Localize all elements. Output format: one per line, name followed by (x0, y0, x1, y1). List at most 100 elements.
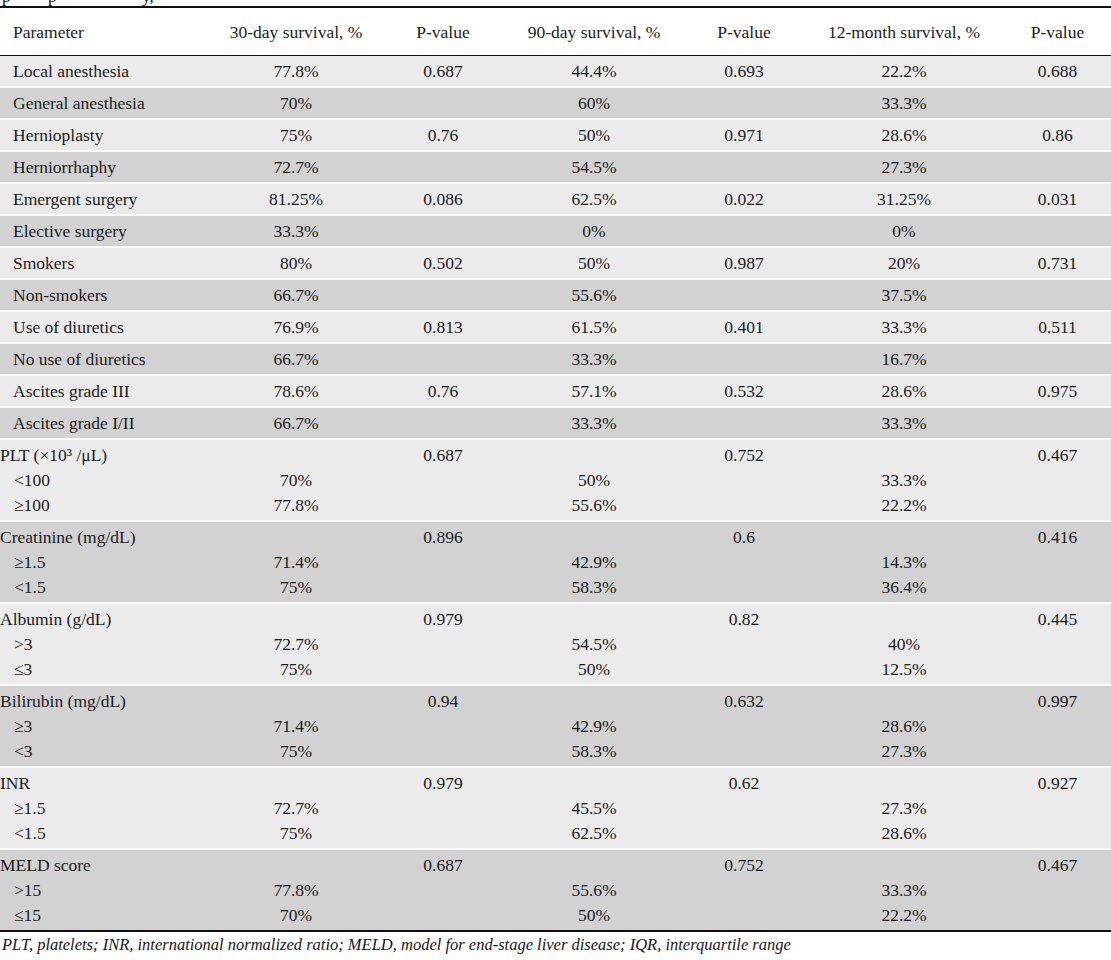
cell-line: 0.927 (1004, 771, 1111, 796)
table-row: No use of diuretics66.7% 33.3% 16.7% (0, 343, 1111, 375)
cell-line: 42.9% (504, 550, 684, 575)
cell-line: 0.62 (684, 771, 804, 796)
survival-cell: 66.7% (210, 279, 382, 311)
survival-cell: 42.9%58.3% (504, 685, 684, 767)
parameter-cell: Local anesthesia (0, 56, 210, 88)
survival-cell: 28.6% (804, 119, 1004, 151)
cell-line: 0.896 (382, 525, 504, 550)
cell-line: ≥1.5 (0, 796, 210, 821)
survival-cell: 78.6% (210, 375, 382, 407)
survival-cell: 27.3%28.6% (804, 767, 1004, 849)
cell-line: 0.632 (684, 689, 804, 714)
cell-line: 50% (504, 468, 684, 493)
cell-line (804, 853, 1004, 878)
cell-line: 40% (804, 632, 1004, 657)
pvalue-cell: 0.76 (382, 375, 504, 407)
cell-line: 0.445 (1004, 607, 1111, 632)
cell-line: 55.6% (504, 878, 684, 903)
cell-line (804, 443, 1004, 468)
parameter-cell: Herniorrhaphy (0, 151, 210, 183)
cell-line (1004, 714, 1111, 739)
survival-cell: 70%77.8% (210, 439, 382, 521)
cell-line: ≥3 (0, 714, 210, 739)
cell-line: 72.7% (210, 632, 382, 657)
cell-line (684, 493, 804, 518)
cell-line: 75% (210, 821, 382, 846)
pvalue-cell: 0.687 (382, 439, 504, 521)
cell-line (684, 468, 804, 493)
survival-cell: 66.7% (210, 407, 382, 439)
cell-line: 33.3% (804, 468, 1004, 493)
pvalue-cell: 0.971 (684, 119, 804, 151)
cell-line (382, 903, 504, 928)
survival-cell: 0% (504, 215, 684, 247)
cell-line: ≤15 (0, 903, 210, 928)
cell-line: 55.6% (504, 493, 684, 518)
cell-line (684, 796, 804, 821)
survival-cell: 37.5% (804, 279, 1004, 311)
pvalue-cell: 0.752 (684, 849, 804, 931)
parameter-cell: PLT (×10³ /μL)<100≥100 (0, 439, 210, 521)
pvalue-cell: 0.975 (1004, 375, 1111, 407)
cell-line: 0.979 (382, 607, 504, 632)
survival-cell: 60% (504, 87, 684, 119)
pvalue-cell (382, 343, 504, 375)
pvalue-cell (1004, 87, 1111, 119)
cell-line: <3 (0, 739, 210, 764)
pvalue-cell: 0.532 (684, 375, 804, 407)
cell-line: 12.5% (804, 657, 1004, 682)
cell-line: MELD score (0, 853, 210, 878)
pvalue-cell: 0.979 (382, 603, 504, 685)
pvalue-cell (382, 407, 504, 439)
pvalue-cell: 0.987 (684, 247, 804, 279)
table-row: INR≥1.5<1.5 72.7%75%0.979 45.5%62.5%0.62… (0, 767, 1111, 849)
survival-cell: 0% (804, 215, 1004, 247)
cell-line: 0.94 (382, 689, 504, 714)
pvalue-cell: 0.62 (684, 767, 804, 849)
survival-cell: 28.6% (804, 375, 1004, 407)
pvalue-cell (1004, 215, 1111, 247)
pvalue-cell (684, 407, 804, 439)
cell-line (1004, 903, 1111, 928)
cell-line (1004, 493, 1111, 518)
cell-line: 0.82 (684, 607, 804, 632)
cell-line: 50% (504, 903, 684, 928)
pvalue-cell (382, 87, 504, 119)
survival-cell: 50% (504, 247, 684, 279)
parameter-cell: Elective surgery (0, 215, 210, 247)
cell-line (210, 443, 382, 468)
pvalue-cell: 0.031 (1004, 183, 1111, 215)
pvalue-cell: 0.688 (1004, 56, 1111, 88)
parameter-cell: Smokers (0, 247, 210, 279)
cell-line: 70% (210, 468, 382, 493)
cell-line: <100 (0, 468, 210, 493)
caption-fragment: p (2, 0, 11, 6)
cell-line: INR (0, 771, 210, 796)
table-row: Use of diuretics76.9%0.81361.5%0.40133.3… (0, 311, 1111, 343)
pvalue-cell (382, 279, 504, 311)
column-header-90day-survival: 90-day survival, % (504, 7, 684, 56)
table-row: Ascites grade I/II66.7% 33.3% 33.3% (0, 407, 1111, 439)
cell-line (382, 493, 504, 518)
parameter-cell: Use of diuretics (0, 311, 210, 343)
cell-line (684, 550, 804, 575)
cell-line: 0.979 (382, 771, 504, 796)
parameter-cell: Non-smokers (0, 279, 210, 311)
table-body: Local anesthesia77.8%0.68744.4%0.69322.2… (0, 56, 1111, 932)
table-row: Hernioplasty75%0.7650%0.97128.6%0.86 (0, 119, 1111, 151)
survival-cell: 33.3% (504, 407, 684, 439)
survival-cell: 45.5%62.5% (504, 767, 684, 849)
cell-line: 54.5% (504, 632, 684, 657)
column-header-pvalue-1: P-value (382, 7, 504, 56)
survival-cell: 81.25% (210, 183, 382, 215)
pvalue-cell: 0.401 (684, 311, 804, 343)
cell-line (504, 771, 684, 796)
cell-line (1004, 468, 1111, 493)
cell-line (210, 689, 382, 714)
survival-cell: 33.3% (210, 215, 382, 247)
cell-line: <1.5 (0, 821, 210, 846)
survival-cell: 72.7%75% (210, 767, 382, 849)
cell-line (804, 607, 1004, 632)
cell-line (1004, 575, 1111, 600)
cell-line: 0.752 (684, 443, 804, 468)
